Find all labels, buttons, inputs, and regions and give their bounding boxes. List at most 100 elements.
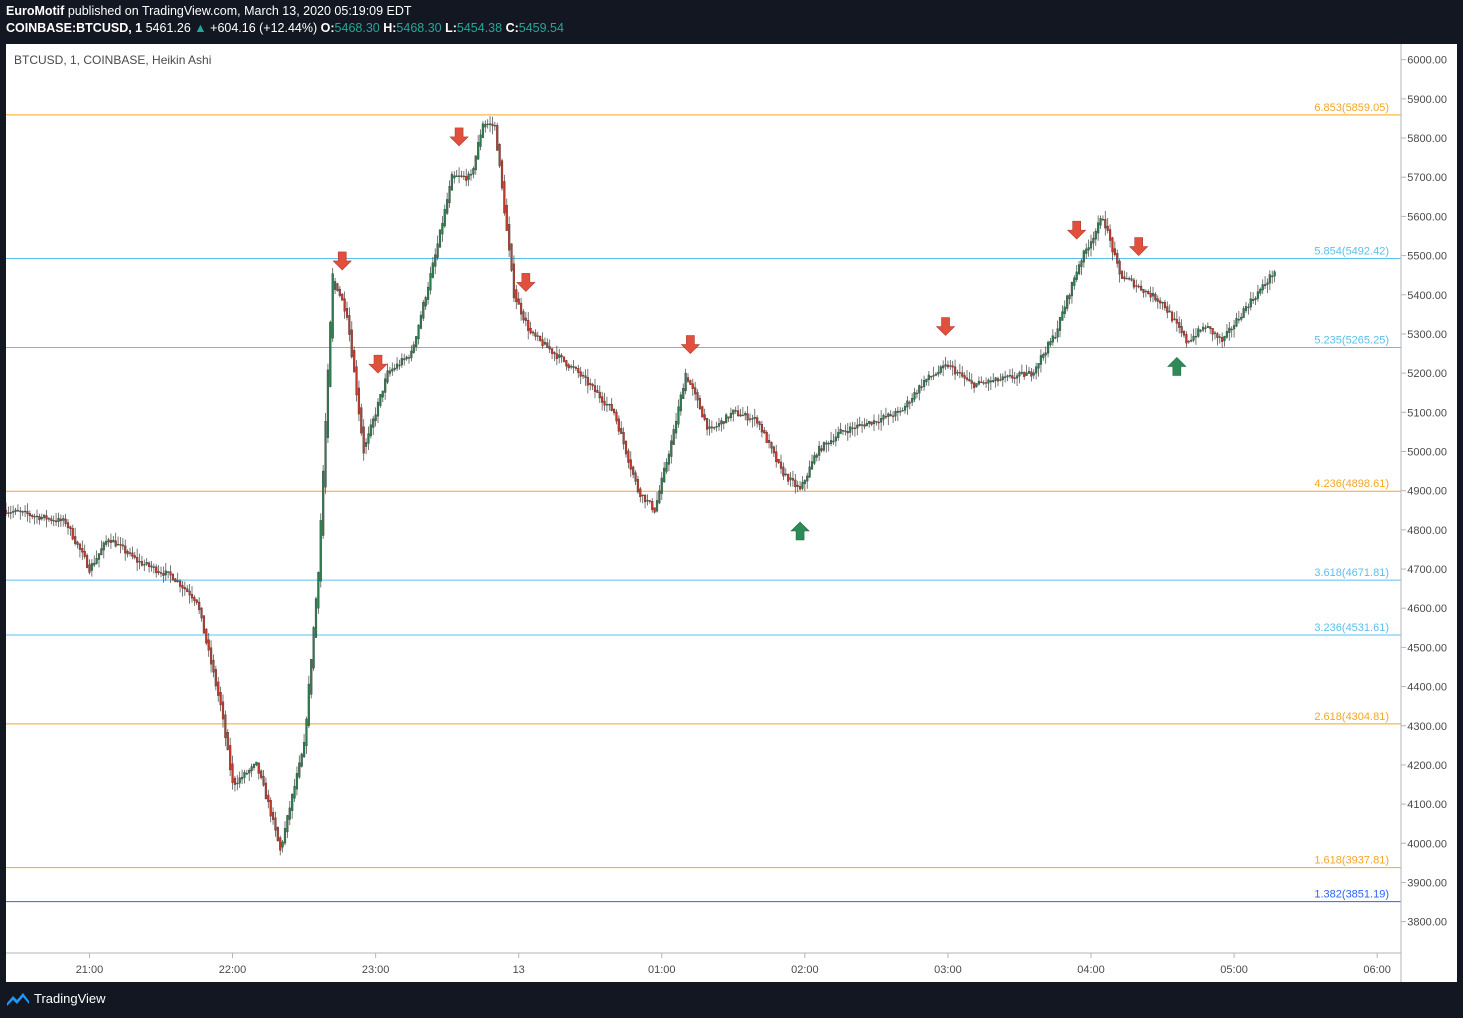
candle-body: [973, 382, 976, 389]
candle-body: [367, 433, 370, 444]
candle-body: [856, 424, 859, 429]
candle-body: [934, 373, 938, 376]
time-axis[interactable]: 21:00 22:00 23:00 13 01:00 02:00 03:00 04:00 05:…: [76, 953, 1391, 976]
candle-body: [584, 375, 587, 378]
candle-body: [183, 587, 186, 590]
candle-body: [734, 410, 737, 412]
candle-body: [505, 204, 508, 231]
fib-level-label: 6.853(5859.05): [1314, 102, 1389, 114]
candle-body: [541, 339, 544, 347]
chart-header: EuroMotif published on TradingView.com, …: [6, 3, 1456, 39]
sell-arrow-icon[interactable]: [449, 127, 469, 147]
candle-body: [720, 420, 723, 425]
candle-body: [131, 552, 134, 557]
candle-body: [996, 378, 1000, 382]
x-tick-label: 06:00: [1363, 964, 1391, 976]
y-tick-label: 5000.00: [1407, 446, 1447, 458]
buy-arrow-icon[interactable]: [1167, 357, 1187, 376]
publish-info: published on TradingView.com, March 13, …: [67, 4, 412, 18]
candle-body: [28, 513, 31, 517]
candle-body: [1242, 308, 1245, 318]
candle-body: [1104, 219, 1107, 229]
candle-body: [66, 522, 70, 529]
sell-arrow-icon[interactable]: [1066, 220, 1087, 240]
candle-body: [636, 479, 640, 493]
chart-frame[interactable]: 6.853(5859.05) 5.854(5492.42) 5.235(5265.2…: [4, 44, 1457, 982]
candle-body: [457, 175, 461, 177]
candle-body: [1259, 288, 1262, 294]
fib-level-label: 2.618(4304.81): [1314, 711, 1389, 723]
candle-body: [1159, 300, 1162, 304]
candle-body: [143, 564, 146, 566]
candle-body: [543, 342, 547, 345]
price-chart[interactable]: 6.853(5859.05) 5.854(5492.42) 5.235(5265.2…: [4, 44, 1457, 982]
sell-arrow-icon[interactable]: [368, 354, 388, 374]
candle-body: [271, 811, 275, 820]
candle-body: [896, 410, 899, 413]
sell-arrow-icon[interactable]: [1128, 237, 1149, 257]
candle-body: [465, 176, 468, 181]
candle-body: [574, 367, 578, 369]
candle-body: [205, 628, 208, 644]
candle-body: [302, 742, 306, 758]
candle-body: [829, 440, 833, 444]
candle-body: [732, 409, 735, 415]
candle-body: [1168, 310, 1171, 313]
candle-body: [1108, 229, 1112, 241]
candle-body: [1137, 285, 1140, 288]
candle-body: [1230, 328, 1233, 331]
y-tick-label: 4900.00: [1407, 486, 1447, 498]
tradingview-brand[interactable]: TradingView: [34, 991, 106, 1006]
candle-body: [765, 432, 768, 443]
candle-body: [953, 366, 957, 375]
candle-body: [281, 841, 284, 848]
candle-body: [825, 442, 828, 445]
candle-body: [930, 375, 933, 378]
price-axis[interactable]: 6000.00 5900.00 5800.00 5700.00 5600.00 5500.…: [1401, 55, 1447, 929]
candle-body: [908, 402, 911, 404]
sell-arrow-icon[interactable]: [935, 317, 956, 336]
candle-body: [741, 414, 744, 417]
buy-arrow-icon[interactable]: [790, 521, 810, 541]
candle-body: [713, 426, 716, 429]
candle-body: [670, 440, 673, 457]
author-name[interactable]: EuroMotif: [6, 4, 65, 18]
candle-body: [849, 426, 852, 433]
candle-body: [794, 479, 797, 488]
y-tick-label: 5900.00: [1407, 94, 1447, 106]
candle-body: [787, 474, 790, 482]
candle-body: [1161, 302, 1164, 304]
candle-body: [102, 542, 105, 551]
candle-body: [355, 366, 358, 396]
candle-body: [229, 745, 232, 771]
candle-body: [250, 766, 253, 772]
candle-body: [7, 512, 10, 514]
candle-body: [291, 793, 294, 811]
candle-body: [267, 794, 270, 803]
candle-body: [71, 528, 74, 540]
candle-body: [1094, 230, 1097, 240]
candle-body: [147, 562, 151, 567]
sell-arrow-icon[interactable]: [332, 251, 352, 271]
candle-body: [1085, 248, 1088, 254]
tradingview-logo-icon[interactable]: [6, 990, 30, 1008]
candle-body: [305, 718, 308, 747]
candle-body: [200, 607, 203, 619]
candle-body: [47, 518, 51, 520]
candle-body: [486, 123, 489, 126]
candle-body: [529, 327, 532, 334]
candle-body: [422, 302, 425, 319]
candle-body: [851, 427, 854, 429]
candle-body: [589, 383, 592, 385]
candle-body: [875, 421, 878, 423]
x-tick-label: 02:00: [791, 964, 819, 976]
candle-body: [682, 388, 685, 399]
candle-body: [493, 125, 496, 127]
sell-arrow-icon[interactable]: [680, 335, 701, 354]
candle-body: [863, 424, 866, 427]
sell-arrow-icon[interactable]: [516, 273, 536, 292]
candle-body: [627, 450, 630, 463]
candle-body: [1204, 327, 1207, 329]
y-tick-label: 4200.00: [1407, 760, 1447, 772]
candle-body: [679, 394, 682, 412]
